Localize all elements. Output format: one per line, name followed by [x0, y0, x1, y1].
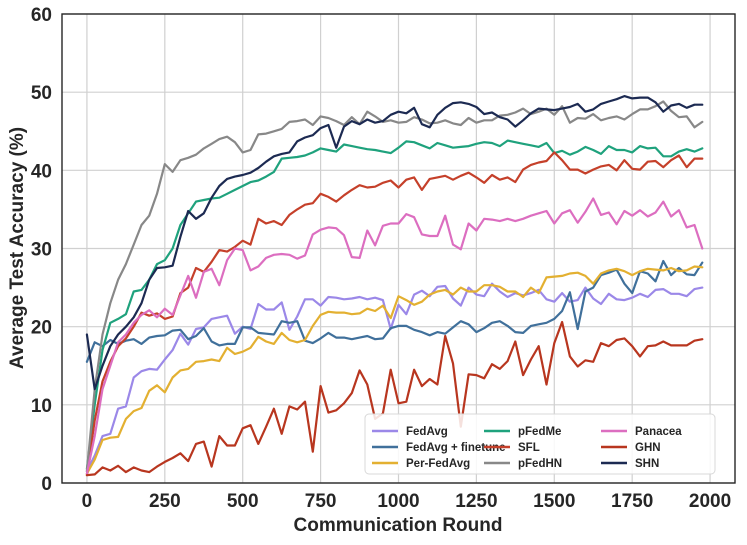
y-tick-label: 0 — [41, 474, 52, 495]
series-layer — [85, 94, 704, 477]
x-tick-label: 1000 — [377, 491, 419, 512]
legend-label: pFedMe — [518, 426, 561, 438]
series-line-shn — [85, 94, 704, 391]
y-tick-label: 60 — [31, 5, 52, 26]
legend-label: Panacea — [635, 426, 682, 438]
x-tick-label: 0 — [82, 491, 93, 512]
x-tick-label: 1250 — [455, 491, 497, 512]
y-tick-label: 20 — [31, 318, 52, 339]
legend-label: FedAvg — [406, 426, 448, 438]
x-tick-label: 1750 — [611, 491, 653, 512]
legend-label: SFL — [518, 442, 540, 454]
legend-label: GHN — [635, 442, 661, 454]
legend-box — [364, 413, 716, 475]
y-tick-label: 40 — [31, 161, 52, 182]
y-tick-label: 30 — [31, 240, 52, 261]
legend-label: pFedHN — [518, 458, 562, 470]
x-tick-label: 1500 — [533, 491, 575, 512]
y-tick-label: 50 — [31, 83, 52, 104]
x-tick-label: 2000 — [689, 491, 731, 512]
series-line-per-fedavg — [85, 265, 704, 475]
x-axis-label: Communication Round — [294, 515, 503, 536]
legend-label: SHN — [635, 458, 659, 470]
x-tick-label: 250 — [149, 491, 181, 512]
plot-frame — [61, 13, 736, 484]
series-line-panacea — [85, 197, 704, 475]
series-line-sfl — [85, 151, 704, 477]
series-line-pfedhn — [85, 100, 704, 473]
series-line-ghn — [85, 320, 704, 477]
legend: FedAvg FedAvg + finetune Per-FedAvg pFedMe S… — [364, 413, 716, 475]
tick-labels: 0 250 500 750 1000 1250 1500 1750 2000 0 10 20 30 40 5… — [31, 5, 731, 512]
y-axis-label: Average Test Accuracy (%) — [7, 127, 28, 369]
x-tick-label: 750 — [305, 491, 337, 512]
series-line-fedavg-finetune — [85, 259, 704, 363]
legend-label: Per-FedAvg — [406, 458, 470, 470]
x-tick-label: 500 — [227, 491, 259, 512]
y-tick-label: 10 — [31, 396, 52, 417]
series-line-fedavg — [85, 282, 704, 473]
legend-label: FedAvg + finetune — [406, 442, 506, 454]
